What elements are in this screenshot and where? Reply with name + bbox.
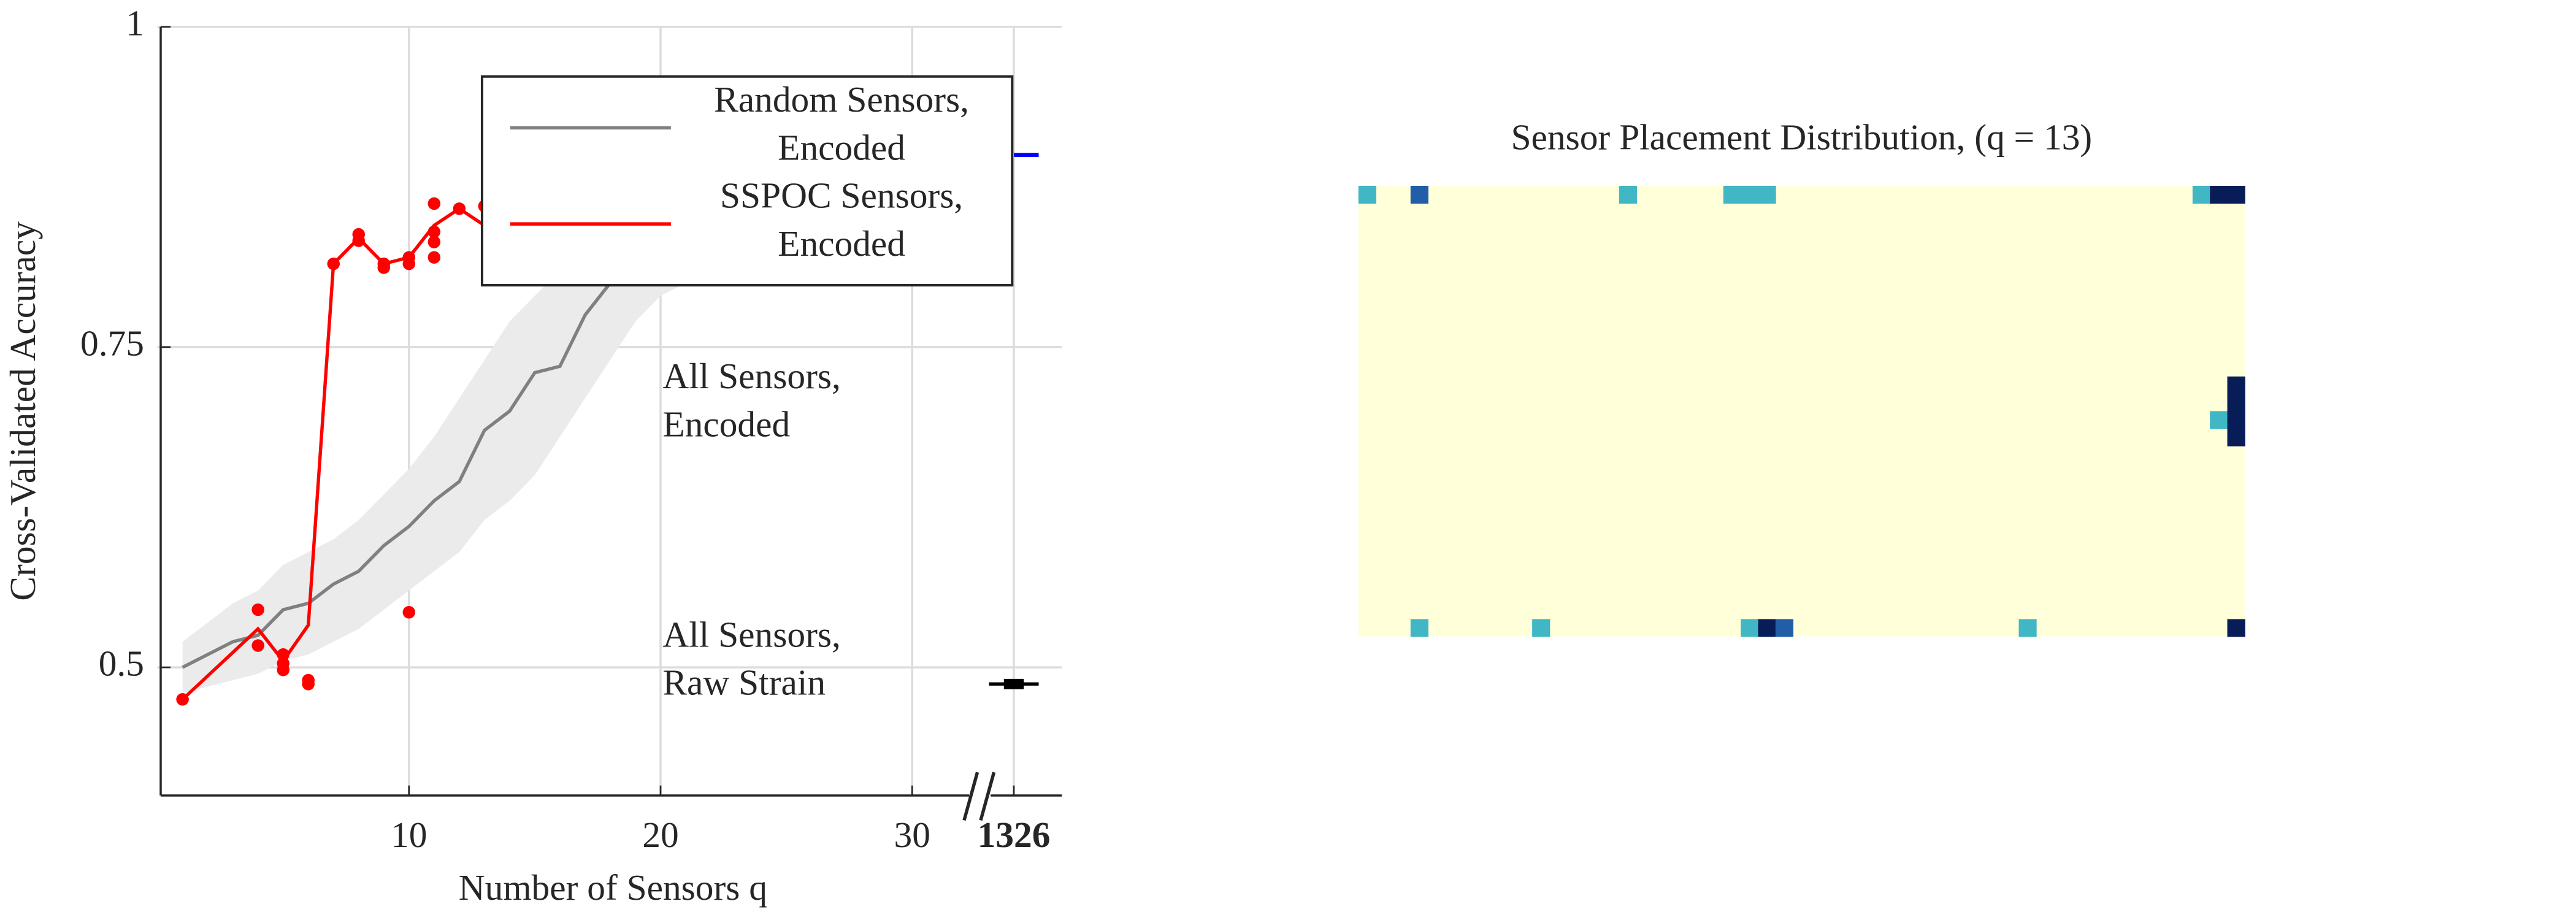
scatter-point xyxy=(402,605,416,619)
scatter-point xyxy=(251,603,264,616)
heatmap-cell xyxy=(1758,185,1776,204)
heatmap-cell xyxy=(2227,428,2245,447)
scatter-point xyxy=(302,677,315,691)
x-tick-label: 1326 xyxy=(978,815,1051,855)
x-axis-label: Number of Sensors q xyxy=(459,867,767,908)
scatter-point xyxy=(427,251,441,264)
text-line: Encoded xyxy=(778,223,905,264)
heatmap-cell xyxy=(2210,411,2228,429)
scatter-point xyxy=(327,257,340,270)
heatmap-cell xyxy=(2192,185,2210,204)
reference-error xyxy=(1003,678,1024,689)
text-line: SSPOC Sensors, xyxy=(720,175,963,215)
heatmap-cell xyxy=(1410,185,1428,204)
heatmap-background xyxy=(1358,185,2245,637)
scatter-point xyxy=(377,261,391,274)
text-line: Encoded xyxy=(662,404,790,444)
scatter-point xyxy=(352,234,366,247)
x-tick-label: 30 xyxy=(894,815,930,855)
scatter-point xyxy=(176,693,189,706)
scatter-point xyxy=(402,257,416,270)
heatmap-cell xyxy=(2227,619,2245,637)
text-line: Encoded xyxy=(778,127,905,167)
heatmap-cell xyxy=(2227,376,2245,394)
heatmap-cell xyxy=(2227,411,2245,429)
scatter-point xyxy=(453,202,466,215)
heatmap-cell xyxy=(1619,185,1637,204)
chart-title: Sensor Placement Distribution, (q = 13) xyxy=(1511,117,2093,158)
heatmap-cell xyxy=(1358,185,1376,204)
heatmap-cell xyxy=(1741,185,1759,204)
heatmap-cell xyxy=(2227,185,2245,204)
heatmap-cell xyxy=(1410,619,1428,637)
random-band xyxy=(182,155,787,693)
heatmap-cell xyxy=(1741,619,1759,637)
heatmap-cell xyxy=(2210,185,2228,204)
scatter-point xyxy=(427,197,441,210)
y-tick-label: 1 xyxy=(126,2,144,43)
legend-label: SSPOC Sensors, Encoded xyxy=(720,175,963,263)
x-tick-label: 10 xyxy=(391,815,427,855)
y-axis-label: Cross-Validated Accuracy xyxy=(2,221,43,601)
heatmap-cell xyxy=(2018,619,2037,637)
text-line: Random Sensors, xyxy=(714,79,969,120)
text-line: All Sensors, xyxy=(662,356,840,396)
heatmap-cell xyxy=(1775,619,1793,637)
scatter-point xyxy=(427,236,441,248)
annotation: All Sensors, Encoded xyxy=(662,356,840,444)
scatter-point xyxy=(277,648,289,661)
legend-label: Random Sensors, Encoded xyxy=(714,79,969,167)
heatmap-cell xyxy=(1758,619,1776,637)
annotation: All Sensors, Raw Strain xyxy=(662,614,840,702)
text-line: All Sensors, xyxy=(662,614,840,654)
axis-break xyxy=(962,772,996,821)
scatter-point xyxy=(277,663,289,677)
heatmap-cell xyxy=(2227,394,2245,412)
y-tick-label: 0.5 xyxy=(99,643,144,684)
x-tick-label: 20 xyxy=(642,815,678,855)
scatter-point xyxy=(427,225,441,239)
text-line: Raw Strain xyxy=(662,662,826,702)
y-tick-label: 0.75 xyxy=(80,323,144,364)
scatter-point xyxy=(251,639,264,652)
heatmap-cell xyxy=(1532,619,1551,637)
heatmap-cell xyxy=(1723,185,1741,204)
legend-box xyxy=(480,75,1014,287)
